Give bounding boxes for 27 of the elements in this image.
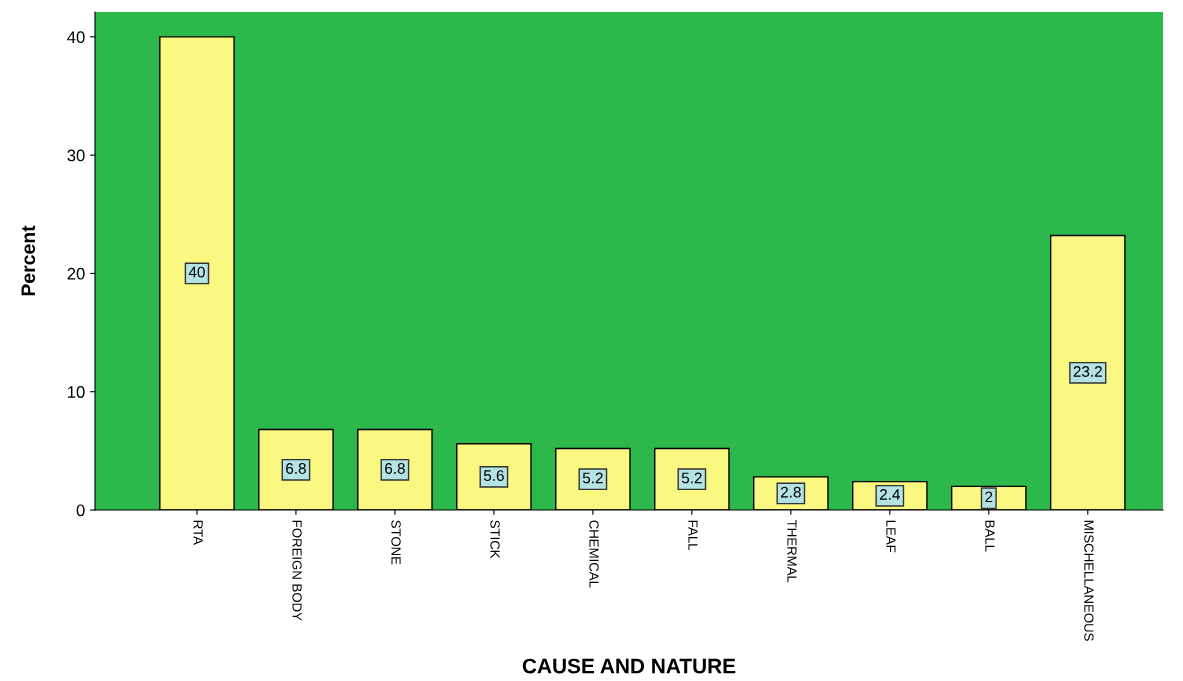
x-tick-label: THERMAL bbox=[787, 520, 797, 583]
x-tick-label: FOREIGN BODY bbox=[292, 520, 302, 621]
data-label: 5.2 bbox=[681, 472, 702, 484]
data-label: 2 bbox=[985, 491, 993, 503]
data-label: 6.8 bbox=[385, 463, 405, 474]
y-tick-label: 0 bbox=[76, 504, 85, 517]
y-tick-label: 10 bbox=[68, 386, 85, 398]
x-axis-title: CAUSE AND NATURE bbox=[522, 658, 736, 674]
x-tick-label: MISCHELLANEOUS bbox=[1084, 520, 1094, 641]
x-tick-label: CHEMICAL bbox=[589, 520, 599, 588]
x-tick-label: STONE bbox=[391, 520, 401, 565]
x-tick-label: STICK bbox=[490, 520, 500, 559]
data-label: 2.4 bbox=[879, 489, 900, 500]
x-tick-label: RTA bbox=[193, 520, 203, 545]
data-label: 23.2 bbox=[1073, 366, 1102, 377]
x-tick-label: LEAF bbox=[886, 520, 896, 553]
data-label: 6.8 bbox=[286, 463, 306, 474]
data-label: 5.2 bbox=[582, 472, 603, 484]
y-tick-label: 30 bbox=[67, 149, 85, 162]
data-label: 40 bbox=[188, 266, 205, 278]
y-tick-label: 40 bbox=[67, 31, 85, 44]
data-label: 5.6 bbox=[483, 470, 504, 481]
y-axis-title: Percent bbox=[21, 225, 36, 296]
y-tick-label: 20 bbox=[67, 267, 85, 280]
x-tick-label: BALL bbox=[985, 520, 995, 552]
x-tick-label: FALL bbox=[688, 520, 698, 551]
data-label: 2.8 bbox=[780, 486, 801, 498]
